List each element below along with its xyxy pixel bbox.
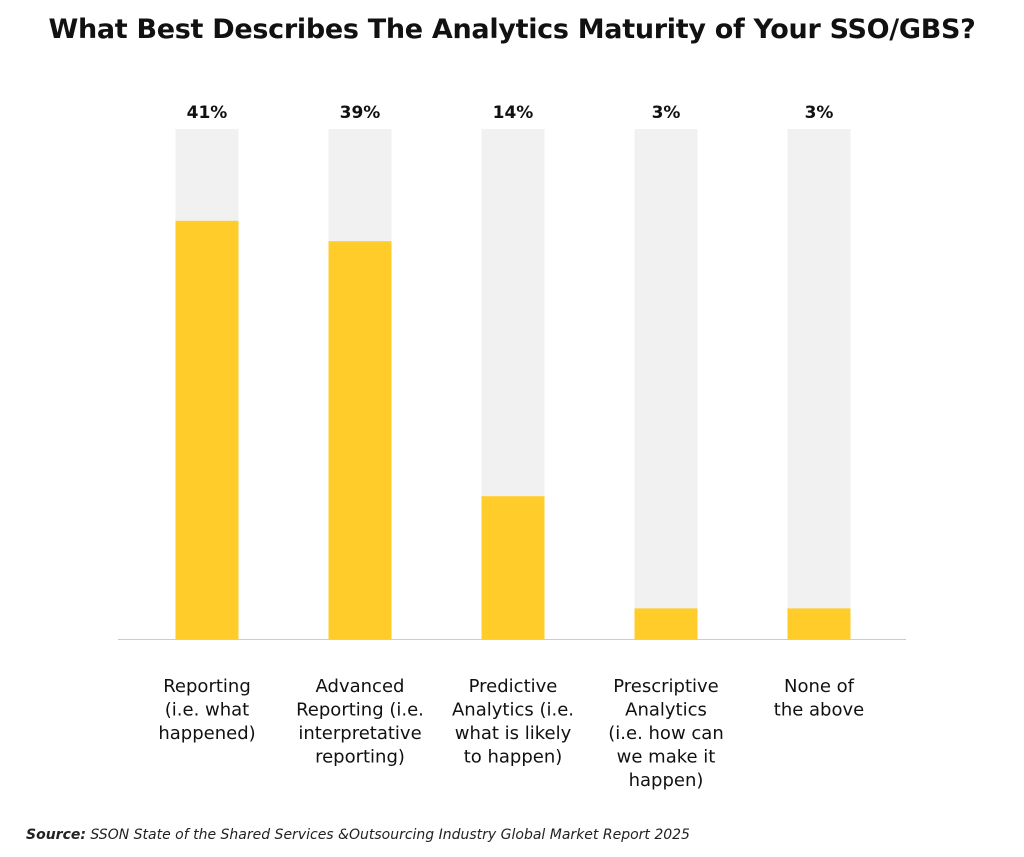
data-label: 39%	[340, 103, 381, 123]
category-label: Prescriptive Analytics (i.e. how can we mak…	[608, 676, 723, 791]
bar	[328, 241, 392, 639]
source-text: SSON State of the Shared Services &Outso…	[90, 827, 690, 843]
data-label: 3%	[652, 103, 681, 123]
bar-track	[787, 129, 851, 639]
data-label: 3%	[805, 103, 834, 123]
data-label: 14%	[493, 103, 534, 123]
bar	[481, 496, 545, 639]
bar-chart: 41% Reporting (i.e. what happened) 39% Advanc…	[118, 103, 906, 791]
category-label: Reporting (i.e. what happened)	[158, 676, 255, 744]
category-label: None of the above	[774, 676, 864, 721]
source-label: Source:	[26, 827, 86, 843]
category-label: Predictive Analytics (i.e. what is likely t…	[452, 676, 574, 768]
source-note: Source: SSON State of the Shared Service…	[26, 827, 690, 843]
bar	[787, 608, 851, 639]
bar	[634, 608, 698, 639]
category-label: Advanced Reporting (i.e. interpretative rep…	[296, 676, 424, 768]
data-label: 41%	[187, 103, 228, 123]
bar	[175, 220, 239, 640]
bar-track	[634, 129, 698, 639]
chart-title: What Best Describes The Analytics Maturi…	[48, 14, 976, 45]
